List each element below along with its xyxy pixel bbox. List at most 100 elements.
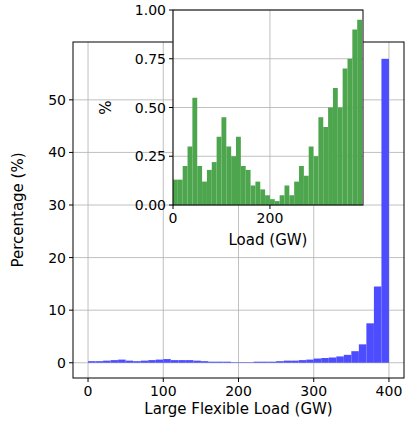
hist-bar xyxy=(333,88,338,205)
hist-bar xyxy=(351,351,359,363)
x-tick-label: 0 xyxy=(84,383,93,399)
hist-bar xyxy=(231,362,239,364)
y-tick-label: 0.00 xyxy=(135,197,166,213)
x-tick xyxy=(238,378,239,382)
hist-bar xyxy=(275,201,280,205)
grid-line xyxy=(73,257,404,258)
hist-bar xyxy=(223,362,231,363)
hist-bar xyxy=(171,360,179,363)
x-tick-label: 200 xyxy=(257,210,284,226)
hist-bar xyxy=(96,361,104,363)
hist-bar xyxy=(226,147,231,206)
bars xyxy=(173,20,362,205)
grid-line xyxy=(88,42,89,378)
hist-bar xyxy=(103,361,111,363)
hist-bar xyxy=(141,361,149,363)
hist-bar xyxy=(314,156,319,205)
hist-bar xyxy=(265,195,270,205)
y-tick xyxy=(69,310,73,311)
y-axis-title: Percentage (%) xyxy=(9,152,27,267)
hist-bar xyxy=(118,360,126,363)
y-tick xyxy=(169,205,173,206)
hist-bar xyxy=(217,137,222,205)
inset-background xyxy=(173,10,363,205)
hist-bar xyxy=(269,362,277,363)
hist-bar xyxy=(221,117,226,205)
hist-bar xyxy=(197,166,202,205)
grid-line xyxy=(73,310,404,311)
x-tick xyxy=(388,378,389,382)
y-tick xyxy=(169,156,173,157)
hist-bar xyxy=(207,170,212,205)
hist-bar xyxy=(88,361,96,363)
hist-bar xyxy=(111,360,119,363)
x-tick-label: 0 xyxy=(169,210,178,226)
y-tick-label: 0.75 xyxy=(135,51,166,67)
x-tick-label: 100 xyxy=(150,383,177,399)
hist-bar xyxy=(289,195,294,205)
hist-bar xyxy=(304,176,309,205)
hist-bar xyxy=(236,137,241,205)
hist-bar xyxy=(357,20,362,205)
hist-bar xyxy=(251,186,256,206)
grid-line xyxy=(173,58,363,59)
x-axis-title: Load (GW) xyxy=(229,231,308,249)
axes-frame xyxy=(173,10,363,205)
hist-bar xyxy=(260,189,265,205)
y-tick-label: 50 xyxy=(48,92,66,108)
hist-bar xyxy=(216,362,224,363)
x-tick xyxy=(313,378,314,382)
hist-bar xyxy=(156,360,164,363)
y-tick xyxy=(169,10,173,11)
x-tick xyxy=(163,378,164,382)
hist-bar xyxy=(284,361,292,363)
hist-bar xyxy=(280,195,285,205)
hist-bar xyxy=(246,170,251,205)
hist-bar xyxy=(208,362,216,363)
hist-bar xyxy=(359,344,367,362)
y-tick-label: 10 xyxy=(48,302,66,318)
hist-bar xyxy=(309,147,314,206)
hist-bar xyxy=(314,359,322,363)
hist-bar xyxy=(186,360,194,363)
y-tick-label: 0.50 xyxy=(135,100,166,116)
hist-bar xyxy=(178,180,183,205)
hist-bar xyxy=(261,362,269,363)
y-tick xyxy=(69,257,73,258)
x-tick-label: 200 xyxy=(225,383,252,399)
x-tick xyxy=(269,205,270,209)
hist-bar xyxy=(306,360,314,363)
hist-bar xyxy=(188,147,193,206)
x-tick-label: 300 xyxy=(300,383,327,399)
hist-bar xyxy=(241,166,246,205)
y-tick xyxy=(169,58,173,59)
y-tick xyxy=(69,152,73,153)
hist-bar xyxy=(270,199,275,205)
hist-bar xyxy=(374,287,382,363)
y-tick-label: 30 xyxy=(48,197,66,213)
y-tick-label: 0 xyxy=(57,355,66,371)
hist-bar xyxy=(284,186,289,206)
x-tick-label: 400 xyxy=(376,383,403,399)
hist-bar xyxy=(352,30,357,206)
hist-bar xyxy=(276,361,284,363)
hist-bar xyxy=(163,359,171,363)
hist-bar xyxy=(126,361,134,363)
hist-bar xyxy=(231,156,236,205)
hist-bar xyxy=(318,117,323,205)
hist-bar xyxy=(148,360,156,363)
chart-canvas: 010020030040001020304050Large Flexible L… xyxy=(0,0,409,427)
y-axis-title: % xyxy=(97,100,115,114)
y-tick-label: 40 xyxy=(48,144,66,160)
hist-bar xyxy=(328,108,333,206)
hist-bar xyxy=(343,69,348,206)
y-tick xyxy=(69,205,73,206)
hist-bar xyxy=(192,98,197,205)
hist-bar xyxy=(201,361,209,363)
y-tick xyxy=(69,99,73,100)
hist-bar xyxy=(299,360,307,363)
x-tick xyxy=(173,205,174,209)
hist-bar xyxy=(329,357,337,362)
hist-bar xyxy=(294,182,299,205)
hist-bar xyxy=(254,362,262,363)
